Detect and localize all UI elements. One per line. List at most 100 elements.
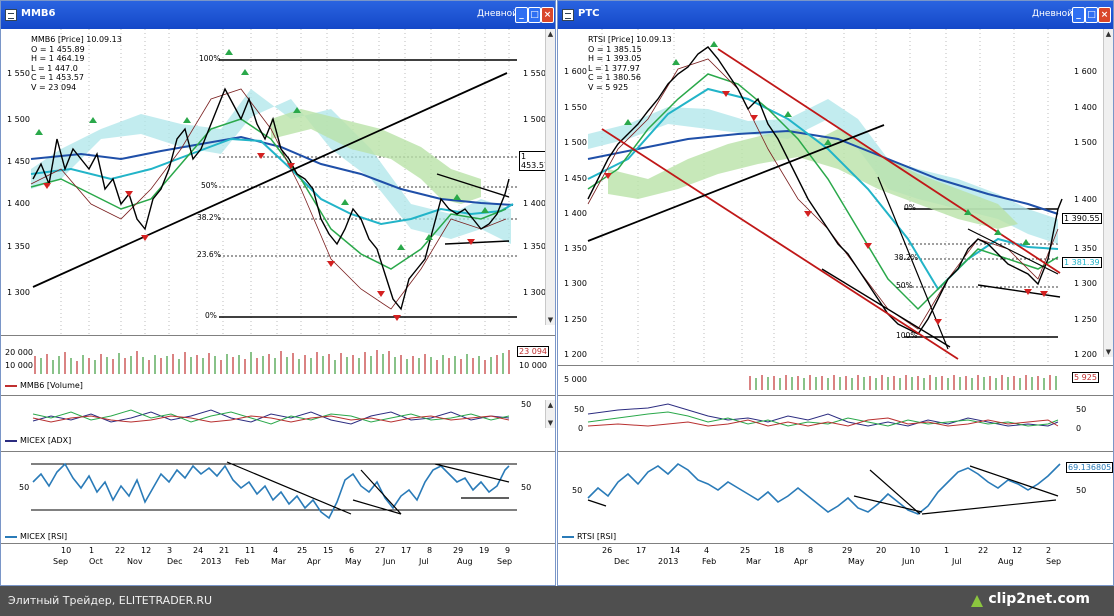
date-tick: 9	[505, 546, 511, 555]
right-axis-label: 1 550	[523, 69, 546, 78]
ohlc-line: L = 1 447.0	[31, 63, 78, 73]
adx-right-label: 0	[1076, 424, 1082, 433]
date-tick: 8	[808, 546, 814, 555]
price-scrollbar[interactable]: ▲ ▼	[545, 29, 555, 325]
price-axis-label: 1 450	[7, 157, 30, 166]
right-axis-label: 1 300	[523, 288, 546, 297]
date-axis: 26 17 14 4 25 18 8 29 20 10 1 22 12 2 De…	[558, 543, 1113, 567]
right-axis-label: 1 350	[1074, 244, 1097, 253]
timeframe-label[interactable]: Дневной	[1032, 9, 1073, 19]
right-axis-label: 1 500	[1074, 138, 1097, 147]
volume-legend: MMB6 [Volume]	[5, 381, 83, 390]
month-tick: Sep	[497, 557, 513, 566]
month-tick: Mar	[746, 557, 762, 566]
volume-tag: 23 094	[517, 346, 549, 357]
price-pane[interactable]: MMB6 [Price] 10.09.13 O = 1 455.89 H = 1…	[1, 29, 555, 335]
price-axis-label: 1 400	[564, 209, 587, 218]
scroll-up-icon[interactable]: ▲	[547, 401, 554, 409]
adx-pane[interactable]: 50 MICEX [ADX] ▲ ▼	[1, 395, 555, 451]
date-tick: 15	[323, 546, 334, 555]
price-pane[interactable]: RTSI [Price] 10.09.13 O = 1 385.15 H = 1…	[558, 29, 1113, 365]
right-axis-label: 1 400	[1074, 103, 1097, 112]
maximize-button[interactable]: □	[1085, 7, 1098, 23]
month-tick: Jul	[419, 557, 429, 566]
chart-app-icon	[562, 9, 574, 21]
close-button[interactable]: ×	[541, 7, 554, 23]
fib-level-label: 0%	[904, 203, 916, 212]
scroll-down-icon[interactable]: ▼	[1105, 348, 1112, 356]
month-tick: Apr	[794, 557, 808, 566]
ohlc-line: V = 5 925	[588, 82, 629, 92]
rsi-pane[interactable]: 50 50 69.136805 RTSI [RSI]	[558, 451, 1114, 543]
mmb6-titlebar[interactable]: MMB6 Дневной _ □ ×	[1, 1, 555, 29]
month-tick: Jun	[383, 557, 396, 566]
fib-level-label: 100%	[896, 331, 918, 340]
adx-pane[interactable]: 50 0 50 0	[558, 395, 1113, 451]
scroll-down-icon[interactable]: ▼	[547, 419, 554, 427]
rtsi-chart-window[interactable]: PTC Дневной _ □ ×	[557, 0, 1114, 586]
price-axis-label: 1 400	[7, 199, 30, 208]
date-tick: 12	[141, 546, 152, 555]
month-tick: Feb	[235, 557, 250, 566]
fib-level-label: 100%	[199, 54, 221, 63]
last-price-tag: 1 390.55	[1062, 213, 1102, 224]
date-tick: 10	[910, 546, 921, 555]
ohlc-line: C = 1 453.57	[31, 73, 84, 82]
scroll-down-icon[interactable]: ▼	[547, 316, 554, 324]
price-plot[interactable]	[558, 29, 1103, 365]
minimize-button[interactable]: _	[515, 7, 528, 23]
price-axis-label: 1 200	[564, 350, 587, 359]
adx-plot	[32, 409, 510, 425]
volume-pane[interactable]: 20 000 10 000 10 000 23 094 MMB6 [Volume…	[1, 335, 555, 395]
month-tick: Mar	[271, 557, 287, 566]
mmb6-chart-area[interactable]: MMB6 [Price] 10.09.13 O = 1 455.89 H = 1…	[1, 29, 555, 585]
scroll-up-icon[interactable]: ▲	[1105, 30, 1112, 38]
adx-right-label: 50	[1076, 405, 1087, 414]
minimize-button[interactable]: _	[1072, 7, 1085, 23]
ohlc-line: O = 1 385.15	[588, 44, 642, 54]
fib-level-label: 0%	[205, 311, 217, 320]
volume-legend-text: MMB6 [Volume]	[20, 381, 83, 390]
ohlc-line: V = 23 094	[31, 82, 77, 92]
date-tick: 1	[944, 546, 950, 555]
month-tick: Sep	[53, 557, 69, 566]
mmb6-chart-window[interactable]: MMB6 Дневной _ □ ×	[0, 0, 556, 586]
right-axis-label: 1 500	[523, 115, 546, 124]
adx-axis-label: 0	[578, 424, 584, 433]
price-axis-label: 1 250	[564, 315, 587, 324]
volume-pane[interactable]: 5 000 5 925	[558, 365, 1113, 395]
second-price-tag: 1 381.39	[1062, 257, 1102, 268]
close-button[interactable]: ×	[1098, 7, 1111, 23]
volume-plot	[34, 350, 510, 374]
price-axis-label: 1 500	[7, 115, 30, 124]
month-tick: Aug	[457, 557, 473, 566]
price-plot[interactable]	[1, 29, 546, 335]
rsi-pane[interactable]: 50 50 MICEX [RSI]	[1, 451, 555, 543]
price-scrollbar[interactable]: ▲ ▼	[1103, 29, 1113, 357]
month-tick: May	[345, 557, 362, 566]
month-tick: Jun	[902, 557, 915, 566]
fib-level-label: 38.2%	[894, 253, 918, 262]
date-tick: 29	[453, 546, 464, 555]
date-axis: 10 1 22 12 3 24 21 11 4 25 15 6 27 17 8 …	[1, 543, 555, 567]
rsi-plot	[587, 462, 1061, 515]
price-axis-label: 1 450	[564, 174, 587, 183]
ohlc-line: RTSI [Price] 10.09.13	[588, 35, 672, 44]
right-axis-label: 1 250	[1074, 315, 1097, 324]
right-axis-label: 1 400	[1074, 195, 1097, 204]
timeframe-label[interactable]: Дневной	[477, 9, 518, 19]
fib-level-label: 50%	[201, 181, 218, 190]
month-tick: Feb	[702, 557, 717, 566]
date-tick: 21	[219, 546, 230, 555]
right-axis-label: 1 600	[1074, 67, 1097, 76]
rtsi-titlebar[interactable]: PTC Дневной _ □ ×	[558, 1, 1113, 29]
maximize-button[interactable]: □	[528, 7, 541, 23]
rsi-legend-text: MICEX [RSI]	[20, 532, 68, 541]
date-tick: 29	[842, 546, 853, 555]
scroll-up-icon[interactable]: ▲	[547, 30, 554, 38]
right-axis-label: 1 400	[523, 199, 546, 208]
month-tick: Dec	[614, 557, 630, 566]
rtsi-chart-area[interactable]: RTSI [Price] 10.09.13 O = 1 385.15 H = 1…	[558, 29, 1114, 585]
adx-scrollbar[interactable]: ▲ ▼	[545, 400, 555, 428]
volume-right-label: 10 000	[519, 361, 547, 370]
